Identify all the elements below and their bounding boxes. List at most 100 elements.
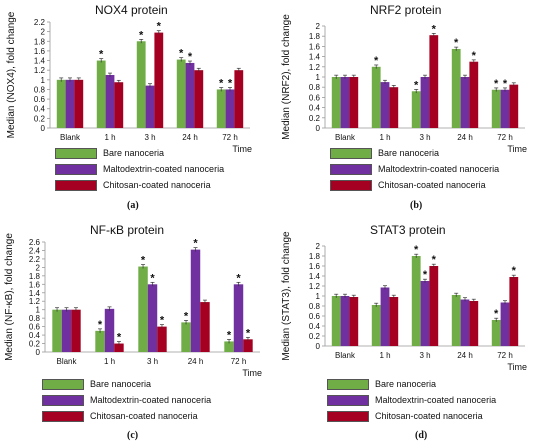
y-tick-label: 2 [316,242,321,251]
y-tick-label: 0.4 [29,331,41,340]
bar-bare [138,266,148,352]
x-tick-label: 72 h [222,133,238,142]
y-tick-label: 1.2 [309,63,321,72]
significance-star: * [139,29,144,41]
legend-swatch-malto [327,394,369,406]
legend-swatch-chitosan [330,179,372,191]
significance-star: * [432,254,437,266]
y-tick-label: 2.6 [29,238,41,247]
bar-chitosan [429,266,439,346]
y-tick-label: 0.8 [309,302,321,311]
bar-chitosan [469,61,479,129]
y-tick-label: 2.4 [29,246,41,255]
y-tick-label: 1.8 [34,37,46,46]
y-tick-label: 1.6 [309,262,321,271]
bar-malto [420,281,430,346]
bar-malto [185,62,195,128]
legend-label-bare: Bare nanoceria [90,379,152,389]
y-tick-label: 0 [316,342,321,351]
bar-bare [371,66,381,128]
y-tick-label: 0.8 [29,314,41,323]
y-tick-label: 1.4 [309,53,321,62]
y-tick-label: 0.2 [29,340,41,349]
x-tick-label: 72 h [497,351,513,360]
panel-label-a: (a) [127,200,139,211]
bar-chitosan [154,32,164,128]
bar-bare [176,59,186,128]
significance-star: * [512,265,517,277]
bar-chitosan [429,35,439,128]
legend-label-bare: Bare nanoceria [378,148,440,158]
x-tick-label: 24 h [182,133,198,142]
significance-star: * [228,78,233,90]
significance-star: * [117,332,122,344]
y-tick-label: 2.2 [29,255,41,264]
bar-malto [145,85,155,128]
y-tick-label: 0.2 [309,114,321,123]
bar-bare [371,305,381,346]
bar-malto [190,249,201,352]
x-tick-label: 3 h [147,357,158,366]
y-tick-label: 1.4 [309,272,321,281]
chart-title: NRF2 protein [370,3,441,17]
bar-malto [500,89,510,128]
y-tick-label: 1.4 [34,57,46,66]
significance-star: * [414,244,419,256]
y-tick-label: 0.8 [34,85,46,94]
legend-swatch-bare [55,147,97,159]
y-tick-label: 1 [316,292,321,301]
y-tick-label: 2 [41,28,46,37]
x-tick-label: 1 h [104,133,115,142]
x-tick-label: Blank [56,357,77,366]
bar-bare [331,296,341,346]
bar-malto [420,77,430,128]
y-tick-label: 1 [41,76,46,85]
bar-bare [56,79,66,128]
bar-chitosan [71,309,81,352]
chart-title: STAT3 protein [370,223,446,237]
significance-star: * [193,238,198,250]
x-tick-label: 72 h [231,357,247,366]
bar-chitosan [194,70,204,128]
y-tick-label: 1.8 [309,32,321,41]
bar-bare [181,322,191,352]
legend-label-bare: Bare nanoceria [375,379,437,389]
x-tick-label: 3 h [419,133,430,142]
legend-label-bare: Bare nanoceria [103,148,165,158]
bar-malto [105,75,115,128]
x-tick-label: 1 h [379,133,390,142]
significance-star: * [503,78,508,90]
chart-panel-nrf2: NRF2 protein Median (NRF2), fold change 0 0… [275,0,550,215]
bar-chitosan [389,87,399,128]
bar-malto [380,82,390,128]
y-tick-label: 1 [36,306,41,315]
chart-panel-stat3: STAT3 protein Median (STAT3), fold change… [275,218,550,445]
legend-label-chitosan: Chitosan-coated nanoceria [90,411,198,421]
bar-malto [460,299,470,346]
y-tick-label: 1.8 [29,272,41,281]
y-tick-label: 0.4 [309,322,321,331]
y-tick-label: 0 [36,348,41,357]
bar-chitosan [243,339,253,352]
chart-panel-nox4: NOX4 protein Median (NOX4), fold change 0 0… [0,0,275,215]
bar-chitosan [200,302,210,352]
significance-star: * [219,78,224,90]
y-tick-label: 0.2 [34,114,46,123]
bar-malto [500,302,510,346]
bar-chitosan [469,301,479,346]
legend-label-chitosan: Chitosan-coated nanoceria [103,180,211,190]
bar-malto [460,77,470,128]
significance-star: * [414,79,419,91]
y-tick-label: 1.4 [29,289,41,298]
x-tick-label: 24 h [188,357,204,366]
bar-bare [224,341,234,352]
bar-malto [340,296,350,346]
significance-star: * [141,255,146,267]
x-axis-label: Time [507,144,527,154]
significance-star: * [157,21,162,33]
significance-star: * [99,49,104,61]
bar-chitosan [114,343,124,352]
y-tick-label: 0.6 [309,312,321,321]
legend-item-chitosan: Chitosan-coated nanoceria [55,179,211,191]
chart-title: NF-κB protein [90,223,164,237]
